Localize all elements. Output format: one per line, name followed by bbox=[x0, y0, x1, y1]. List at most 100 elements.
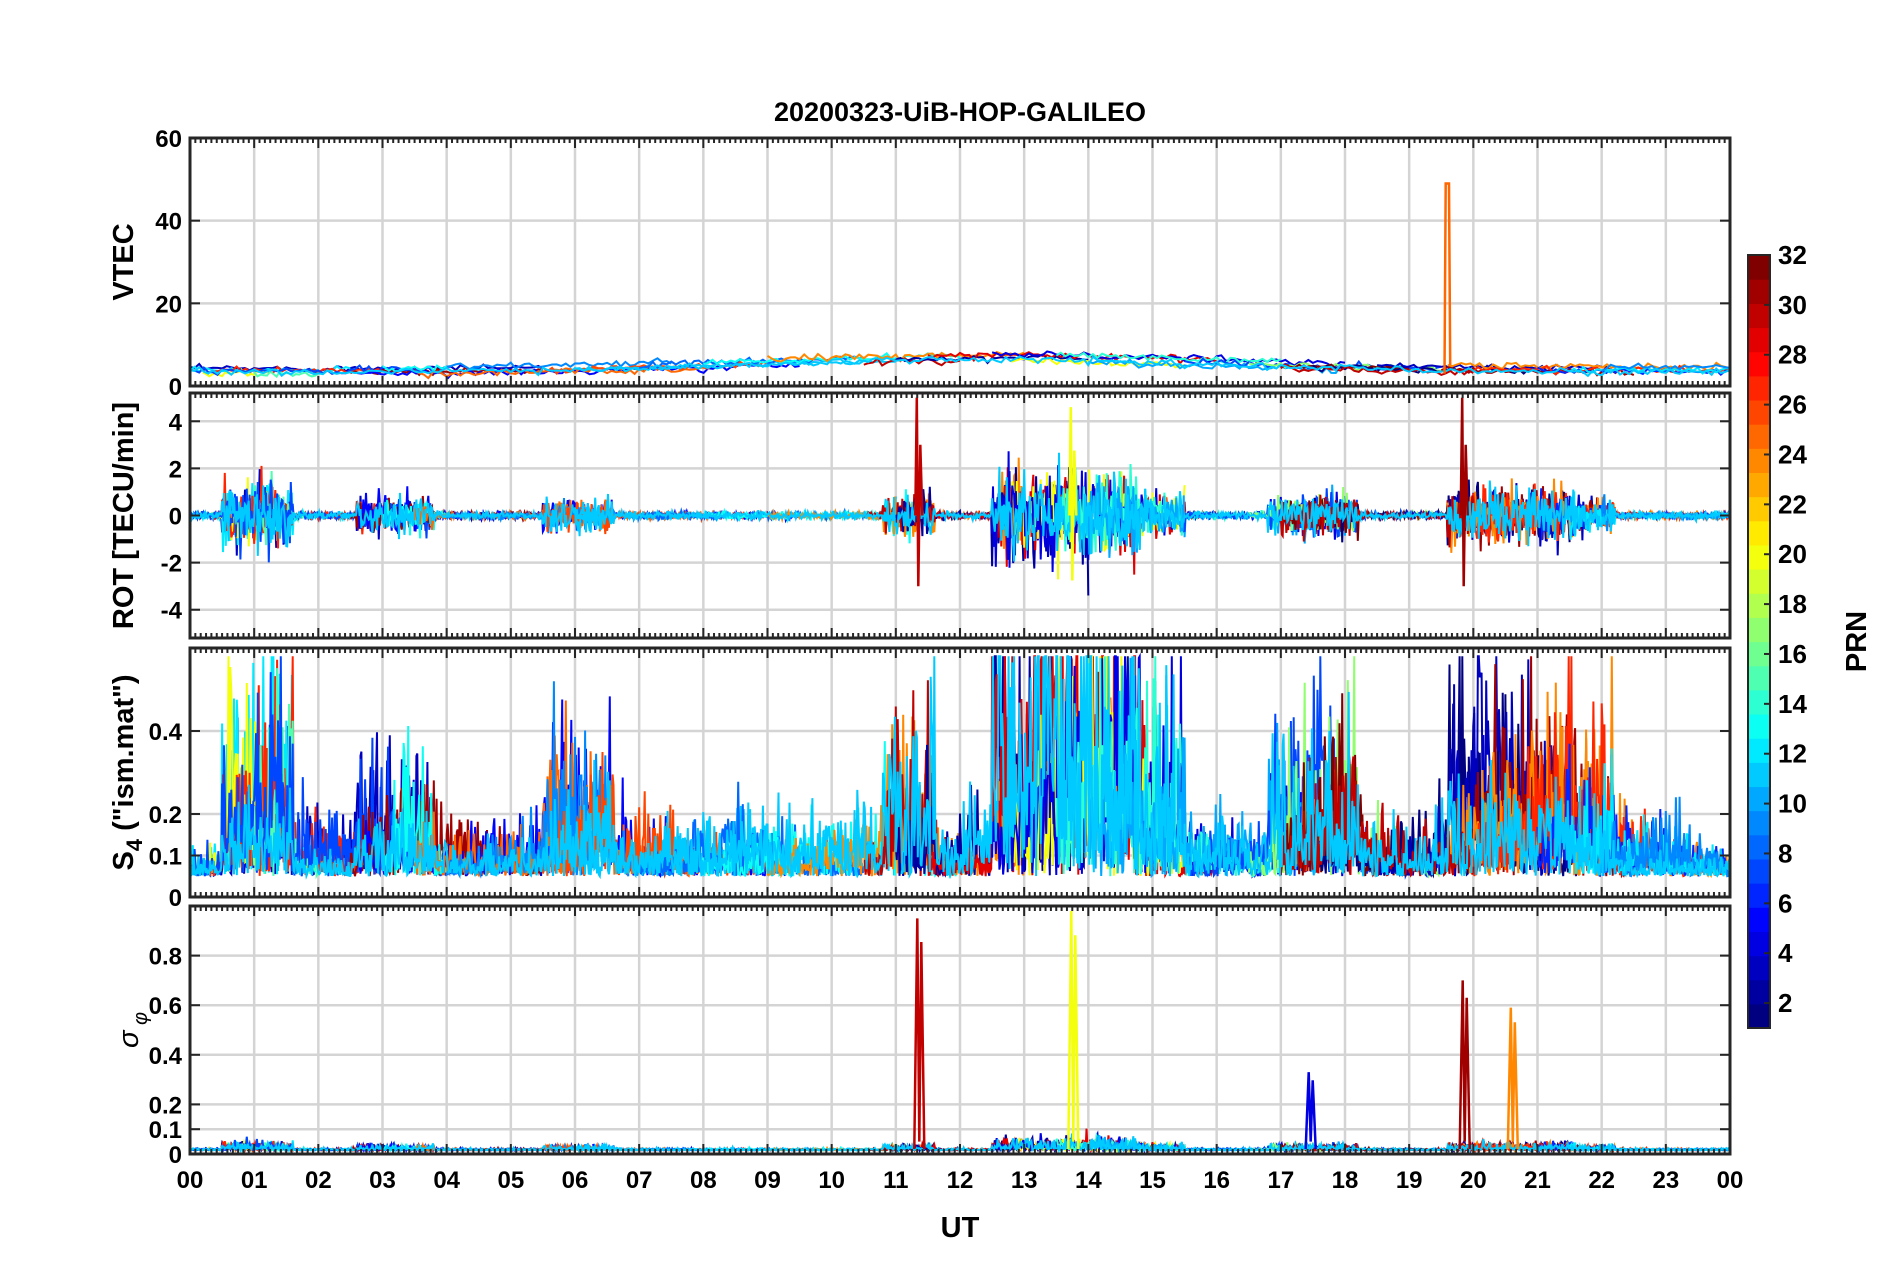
colorbar-segment bbox=[1748, 713, 1770, 739]
panel-rot: -4 -2 0 2 4 ROT [TECU/min] bbox=[108, 391, 1732, 640]
trace-prn-13 bbox=[381, 364, 448, 373]
colorbar-segment bbox=[1748, 641, 1770, 667]
x-tick-label: 04 bbox=[433, 1167, 460, 1194]
sigphi-spike bbox=[913, 918, 926, 1150]
colorbar-segment bbox=[1748, 979, 1770, 1005]
colorbar-segment bbox=[1748, 955, 1770, 981]
colorbar-tick-label: 18 bbox=[1778, 589, 1807, 619]
rot-spike bbox=[1068, 407, 1078, 581]
colorbar-segment bbox=[1748, 762, 1770, 788]
colorbar-segment bbox=[1748, 617, 1770, 643]
y-axis-label-main: σ bbox=[113, 1029, 145, 1048]
colorbar-segment bbox=[1748, 303, 1770, 329]
y-axis-label: VTEC bbox=[108, 223, 140, 300]
sigphi-spike bbox=[1458, 980, 1471, 1150]
x-tick-label: 08 bbox=[690, 1167, 717, 1194]
colorbar-segment bbox=[1748, 883, 1770, 908]
x-tick-label: 03 bbox=[369, 1167, 396, 1194]
trace-prn-11 bbox=[190, 655, 1730, 880]
y-tick-label: -2 bbox=[161, 551, 182, 578]
y-axis-label: S4 ("ism.mat") bbox=[108, 674, 147, 870]
x-tick-label: 01 bbox=[241, 1167, 268, 1194]
colorbar-segment bbox=[1748, 472, 1770, 498]
x-tick-label: 20 bbox=[1460, 1167, 1487, 1194]
panel-vtec: 0 20 40 60 VTEC bbox=[108, 126, 1732, 401]
traces bbox=[190, 397, 1730, 596]
colorbar-segment bbox=[1748, 786, 1770, 812]
colorbar-tick-label: 16 bbox=[1778, 639, 1807, 669]
trace-prn-30 bbox=[1280, 363, 1474, 377]
trace-prn-11 bbox=[190, 452, 1730, 562]
trace-prn-29 bbox=[927, 351, 1217, 366]
y-axis-label: ROT [TECU/min] bbox=[108, 402, 140, 629]
x-tick-label: 06 bbox=[562, 1167, 589, 1194]
colorbar-segment bbox=[1748, 279, 1770, 304]
rot-spike bbox=[1459, 397, 1469, 587]
colorbar-segment bbox=[1748, 834, 1770, 860]
y-tick-label: 0.2 bbox=[149, 1092, 182, 1119]
colorbar-segment bbox=[1748, 520, 1770, 546]
colorbar-tick-label: 28 bbox=[1778, 340, 1807, 370]
y-tick-label: 0.8 bbox=[149, 944, 182, 971]
x-tick-label: 05 bbox=[497, 1167, 524, 1194]
traces bbox=[190, 652, 1730, 880]
trace-prn-9 bbox=[446, 357, 672, 371]
y-axis-label-sub: 4 bbox=[122, 838, 147, 851]
colorbar-segment bbox=[1748, 448, 1770, 474]
y-tick-label: 0.6 bbox=[149, 993, 182, 1020]
trace-prn-12 bbox=[1569, 365, 1730, 375]
x-tick-label: 23 bbox=[1652, 1167, 1679, 1194]
traces bbox=[190, 182, 1730, 380]
y-tick-label: -4 bbox=[161, 598, 183, 625]
trace-prn-9 bbox=[1601, 362, 1730, 372]
y-tick-label: 0.2 bbox=[149, 802, 182, 829]
colorbar-tick-label: 32 bbox=[1778, 240, 1807, 270]
y-tick-label: 0.1 bbox=[149, 1117, 182, 1144]
colorbar-segment bbox=[1748, 375, 1770, 401]
x-tick-label: 19 bbox=[1396, 1167, 1423, 1194]
colorbar-segment bbox=[1748, 665, 1770, 691]
vtec-spike bbox=[1443, 182, 1452, 374]
trace-prn-11 bbox=[190, 355, 1730, 378]
colorbar-segment bbox=[1748, 738, 1770, 763]
colorbar-frame bbox=[1747, 254, 1771, 1029]
y-axis-label: σ φ bbox=[113, 1012, 152, 1048]
colorbar-tick-label: 24 bbox=[1778, 439, 1807, 469]
colorbar-segment bbox=[1748, 351, 1770, 377]
y-tick-label: 0.4 bbox=[149, 719, 183, 746]
x-tick-label: 15 bbox=[1139, 1167, 1166, 1194]
colorbar-segment bbox=[1748, 593, 1770, 618]
y-tick-label: 20 bbox=[155, 291, 182, 318]
colorbar-label: PRN bbox=[1841, 611, 1873, 672]
colorbar-segment bbox=[1748, 907, 1770, 932]
y-axis-label-rest: ("ism.mat") bbox=[108, 674, 140, 838]
x-tick-label: 00 bbox=[1717, 1167, 1744, 1194]
sigphi-spike bbox=[1304, 1072, 1317, 1150]
y-tick-label: 0 bbox=[169, 885, 182, 912]
sigphi-spike bbox=[1067, 910, 1080, 1150]
trace-prn-14 bbox=[1055, 351, 1282, 365]
x-tick-label: 14 bbox=[1075, 1167, 1102, 1194]
x-tick-label: 07 bbox=[626, 1167, 653, 1194]
y-tick-label: 0 bbox=[169, 1142, 182, 1169]
y-axis-label-main: S bbox=[108, 851, 140, 870]
y-tick-label: 0 bbox=[169, 374, 182, 401]
rot-spike bbox=[914, 397, 924, 587]
y-tick-label: 60 bbox=[155, 126, 182, 153]
x-tick-label: 00 bbox=[177, 1167, 204, 1194]
x-tick-label: 09 bbox=[754, 1167, 781, 1194]
x-tick-label: 12 bbox=[947, 1167, 974, 1194]
colorbar-segment bbox=[1748, 858, 1770, 884]
colorbar-segment bbox=[1748, 1003, 1770, 1029]
x-axis-label: UT bbox=[941, 1212, 980, 1244]
colorbar-segment bbox=[1748, 399, 1770, 425]
x-tick-label: 18 bbox=[1332, 1167, 1359, 1194]
y-axis-label-sub: φ bbox=[130, 1012, 152, 1031]
y-tick-label: 0.1 bbox=[149, 844, 182, 871]
y-tick-label: 2 bbox=[169, 456, 182, 483]
colorbar-tick-label: 14 bbox=[1778, 689, 1807, 719]
x-tick-label: 10 bbox=[818, 1167, 845, 1194]
